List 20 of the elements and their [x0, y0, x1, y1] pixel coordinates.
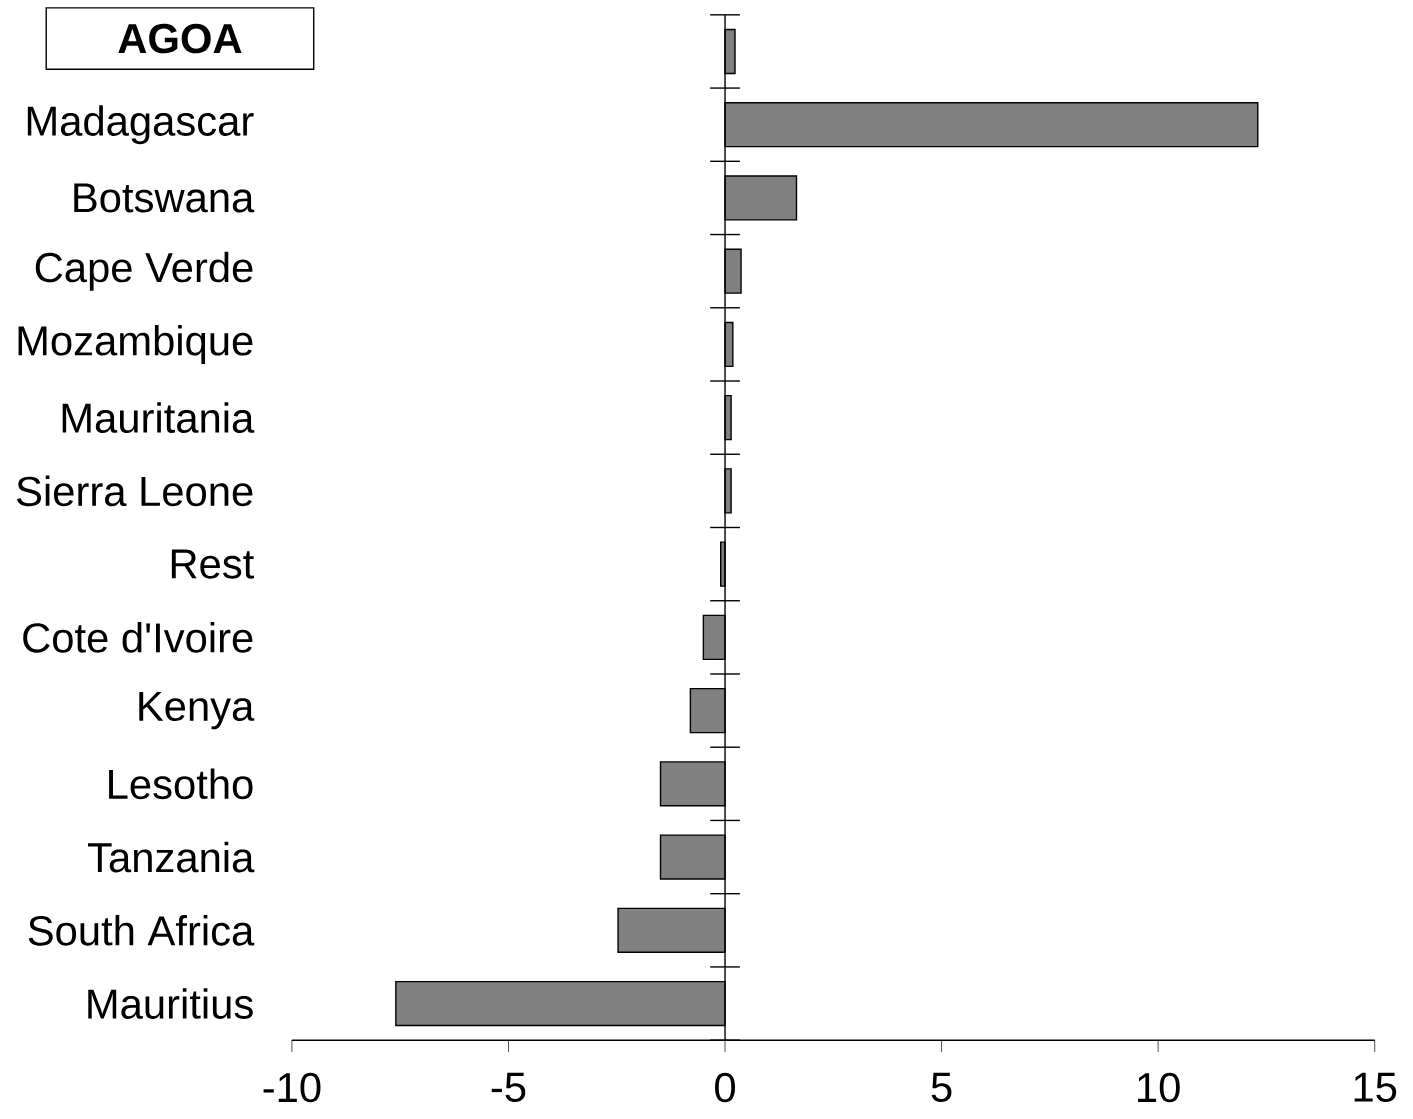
x-tick-label: 10 — [1138, 1072, 1180, 1103]
y-tick-label: Mauritania — [62, 402, 255, 433]
y-tick-label: Madagascar — [27, 105, 254, 144]
y-tick-label: Sierra Leone — [17, 475, 253, 507]
x-tick-label: -5 — [491, 1072, 526, 1102]
y-tick-label: Kenya — [139, 691, 255, 730]
y-tick-label: South Africa — [28, 914, 255, 946]
x-tick-label: 15 — [1354, 1072, 1397, 1102]
y-tick-label: Cote d'Ivoire — [23, 621, 253, 653]
y-tick-label: Mozambique — [18, 324, 253, 364]
x-tick-label: -10 — [263, 1072, 321, 1103]
chart-title: AGOA — [118, 23, 242, 54]
x-tick-label: 0 — [715, 1072, 736, 1103]
y-tick-label: Botswana — [74, 183, 255, 213]
y-tick-label: Cape Verde — [35, 251, 253, 291]
y-tick-label: Tanzania — [88, 841, 255, 873]
x-tick-label: 5 — [931, 1072, 952, 1102]
y-tick-label: Mauritius — [88, 988, 253, 1019]
y-tick-label: Rest — [171, 549, 255, 579]
y-tick-label: Lesotho — [109, 768, 253, 799]
